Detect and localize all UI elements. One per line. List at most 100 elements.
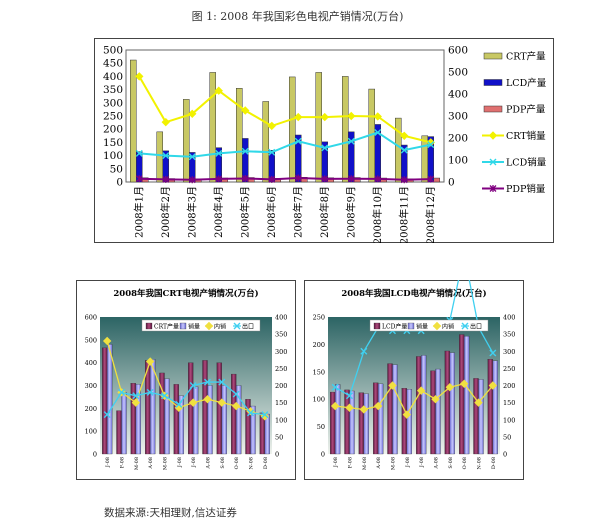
x-tick-label: 2008年3月 xyxy=(185,186,198,238)
crt-tv-production-sales-chart: 2008年我国CRT电视产销情况(万台)60050040030020010004… xyxy=(76,280,296,480)
bar-销量 xyxy=(221,385,227,455)
bar-LCD产量 xyxy=(295,134,302,183)
bar-LCD产量 xyxy=(487,359,493,455)
x-tick-label: N-08 xyxy=(477,457,483,469)
y-left-tick-label: 400 xyxy=(103,71,123,83)
legend-label: LCD销量 xyxy=(506,157,547,169)
bar-销量 xyxy=(178,395,184,455)
bar-销量 xyxy=(250,405,256,455)
x-tick-label: D-08 xyxy=(263,457,269,469)
bar-LCD产量 xyxy=(430,370,436,455)
y-left-tick-label: 250 xyxy=(103,111,123,123)
y-left-tick-label: 200 xyxy=(85,405,97,413)
point-CRT销量 xyxy=(267,121,276,131)
point-出口 xyxy=(118,388,125,396)
bar-CRT产量 xyxy=(216,362,222,455)
bar-销量 xyxy=(392,364,398,455)
point-出口 xyxy=(146,388,154,396)
legend-label: 内销 xyxy=(442,323,454,331)
bar-LCD产量 xyxy=(242,138,249,183)
line-CRT销量 xyxy=(138,75,431,144)
x-tick-label: A-08 xyxy=(376,457,382,470)
point-出口 xyxy=(175,400,183,408)
x-tick-label: A-08 xyxy=(206,457,212,470)
y-left-tick-label: 0 xyxy=(93,451,97,459)
bar-销量 xyxy=(492,360,498,455)
point-CRT销量 xyxy=(135,72,144,81)
plot-area xyxy=(100,317,272,454)
x-tick-label: 2008年1月 xyxy=(132,186,145,238)
point-CRT销量 xyxy=(373,112,382,121)
y-right-tick-label: 300 xyxy=(275,348,287,356)
bar-销量 xyxy=(478,379,484,455)
x-tick-label: J-08 xyxy=(177,457,183,468)
y-left-tick-label: 50 xyxy=(317,423,325,431)
y-right-tick-label: 200 xyxy=(448,133,468,145)
x-tick-label: O-08 xyxy=(234,457,240,469)
point-内销 xyxy=(459,379,469,388)
x-tick-label: J-08 xyxy=(191,457,197,468)
point-LCD销量 xyxy=(241,147,249,155)
bar-CRT产量 xyxy=(202,360,208,455)
y-left-tick-label: 150 xyxy=(103,137,123,149)
bar-LCD产量 xyxy=(330,391,336,455)
point-PDP销量 xyxy=(294,174,302,182)
line-LCD销量 xyxy=(139,131,431,158)
x-tick-label: M-08 xyxy=(362,457,368,470)
bar-CRT产量 xyxy=(102,347,108,455)
bar-销量 xyxy=(264,413,270,455)
bar-CRT产量 xyxy=(342,76,349,183)
point-PDP销量 xyxy=(374,175,382,183)
x-tick-label: J-08 xyxy=(405,457,411,468)
y-right-tick-label: 150 xyxy=(275,399,287,407)
legend-label: PDP销量 xyxy=(506,183,546,195)
x-tick-label: 2008年10月 xyxy=(371,186,384,243)
x-tick-label: 2008年5月 xyxy=(238,186,251,238)
point-LCD销量 xyxy=(268,148,276,156)
plot-area xyxy=(328,317,500,454)
point-PDP销量 xyxy=(321,175,329,183)
point-内销 xyxy=(231,401,241,411)
y-right-tick-label: 50 xyxy=(503,433,511,441)
x-tick-label: D-08 xyxy=(491,457,497,469)
y-left-tick-label: 500 xyxy=(85,336,97,344)
x-tick-label: F-08 xyxy=(348,457,354,468)
point-LCD销量 xyxy=(215,149,223,157)
point-内销 xyxy=(145,357,155,366)
y-left-tick-label: 200 xyxy=(313,341,325,349)
y-left-tick-label: 300 xyxy=(103,97,123,109)
plot-area xyxy=(125,49,445,183)
bar-销量 xyxy=(164,378,170,455)
legend-marker xyxy=(489,158,497,166)
bar-销量 xyxy=(107,344,113,455)
point-CRT销量 xyxy=(214,86,223,95)
chart-title: 2008年我国LCD电视产销情况(万台) xyxy=(341,288,486,299)
point-出口 xyxy=(489,349,497,357)
bar-销量 xyxy=(449,352,455,455)
point-内销 xyxy=(373,401,383,411)
point-内销 xyxy=(388,381,397,390)
figure-caption: 图 1: 2008 年我国彩色电视产销情况(万台) xyxy=(191,10,404,23)
bar-销量 xyxy=(121,392,127,455)
point-出口 xyxy=(261,411,269,419)
point-内销 xyxy=(131,398,141,407)
bar-CRT产量 xyxy=(116,410,122,455)
bar-销量 xyxy=(421,355,427,455)
y-right-tick-label: 500 xyxy=(448,67,468,79)
x-tick-label: 2008年11月 xyxy=(397,186,410,243)
legend-box xyxy=(369,319,489,332)
legend-label: 销量 xyxy=(188,323,200,331)
chart-title: 2008年我国CRT电视产销情况(万台) xyxy=(113,288,258,299)
bar-PDP产量 xyxy=(433,177,440,183)
legend-marker xyxy=(204,321,214,331)
point-内销 xyxy=(474,398,483,407)
point-出口 xyxy=(161,392,168,400)
bar-LCD产量 xyxy=(358,392,364,455)
x-tick-label: 2008年4月 xyxy=(212,186,225,238)
point-CRT销量 xyxy=(400,131,409,141)
legend-swatch xyxy=(145,322,153,330)
point-LCD销量 xyxy=(162,152,170,160)
y-left-tick-label: 200 xyxy=(103,124,123,136)
point-LCD销量 xyxy=(427,141,435,149)
point-CRT销量 xyxy=(188,109,197,119)
